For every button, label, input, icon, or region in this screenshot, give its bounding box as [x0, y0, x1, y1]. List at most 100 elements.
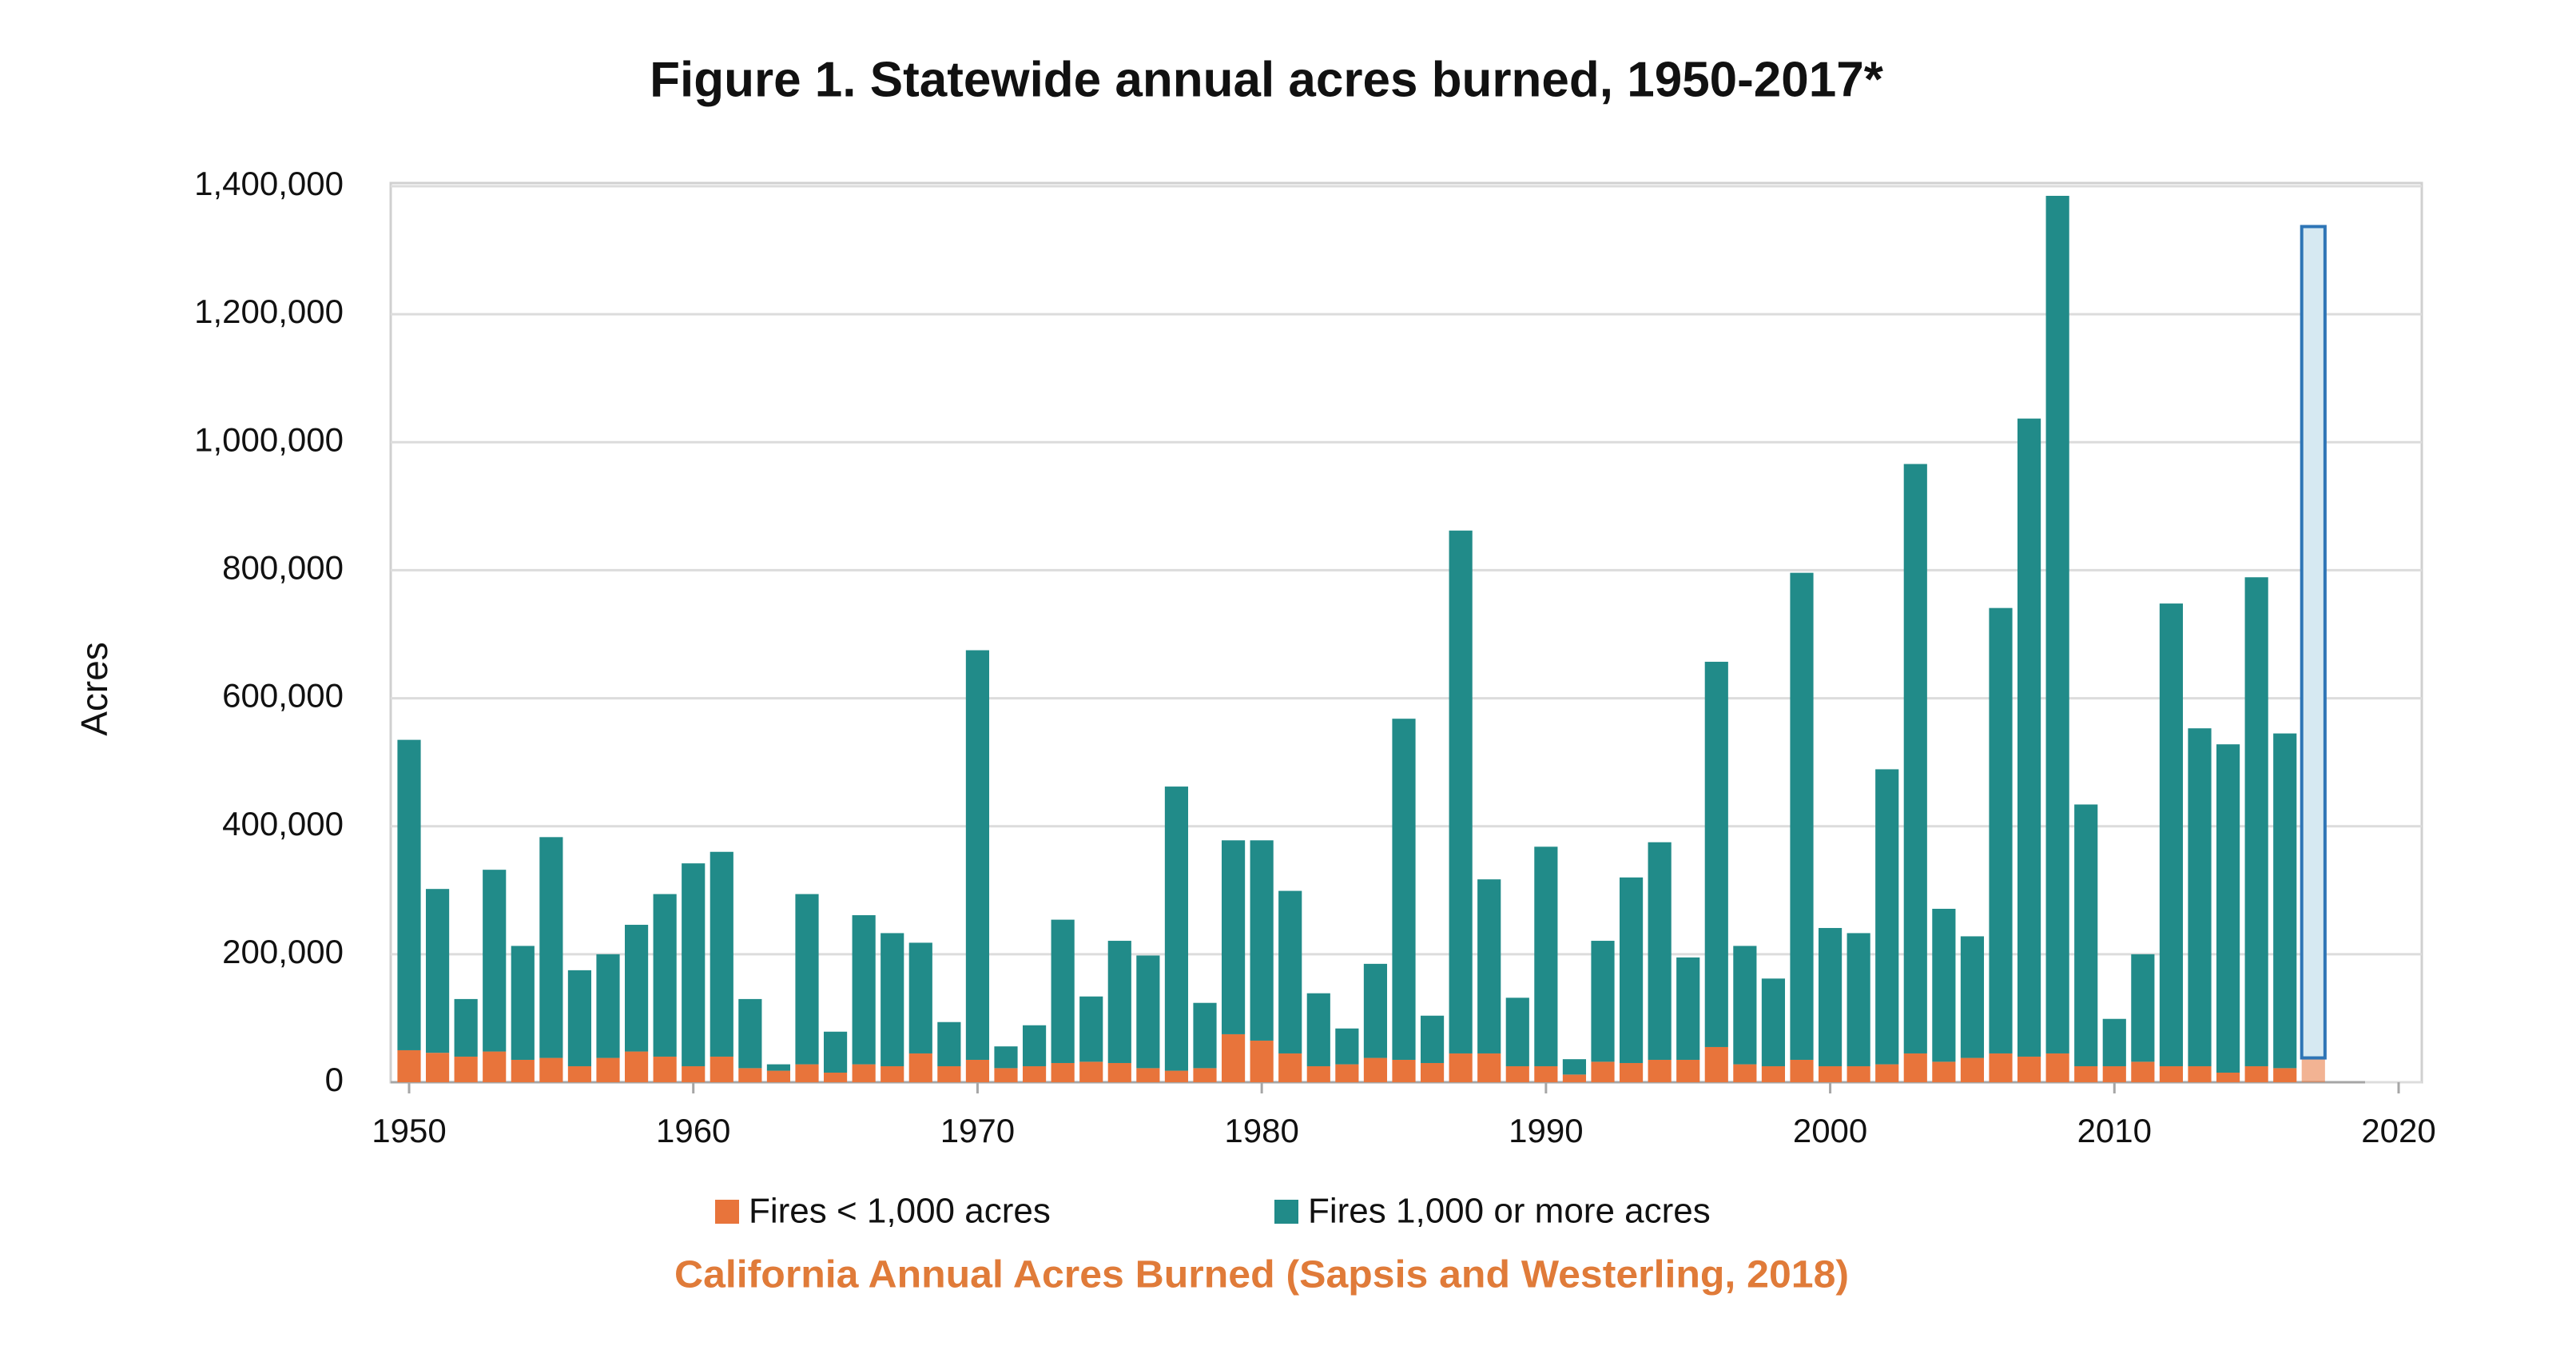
x-tick-label: 2010	[2077, 1112, 2152, 1149]
bar-segment	[1534, 1065, 1558, 1082]
bar-segment	[1193, 1002, 1217, 1069]
bar-segment	[1818, 928, 1843, 1066]
bar-segment	[1477, 879, 1501, 1053]
bar-segment	[710, 1056, 733, 1082]
bar-segment	[1505, 998, 1529, 1066]
bar-segment	[908, 942, 932, 1053]
bar-segment	[710, 851, 733, 1057]
bar-segment	[653, 894, 677, 1057]
bar-segment	[1960, 1057, 1985, 1082]
bar-segment	[1704, 661, 1728, 1047]
bar-segment	[1534, 846, 1558, 1066]
bar-segment	[1164, 1070, 1189, 1082]
bar-segment	[852, 915, 876, 1065]
bar-segment	[2159, 603, 2184, 1066]
bar-segment	[397, 739, 421, 1050]
bar-segment	[2074, 804, 2098, 1066]
bar-segment	[937, 1065, 961, 1082]
bar-segment	[1278, 890, 1302, 1053]
legend-label: Fires 1,000 or more acres	[1308, 1192, 1711, 1231]
bar-segment	[1989, 1053, 2013, 1082]
chart-title: Figure 1. Statewide annual acres burned,…	[650, 52, 1884, 107]
x-tick-label: 1970	[940, 1112, 1015, 1149]
bar-segment	[1648, 1059, 1672, 1082]
bar-segment	[596, 1057, 620, 1082]
x-tick-label: 1960	[656, 1112, 730, 1149]
bar-segment	[682, 1065, 706, 1082]
bar-segment	[1363, 963, 1388, 1058]
bar-segment	[766, 1070, 791, 1082]
bar-segment	[2045, 196, 2069, 1053]
bar-segment	[1960, 936, 1985, 1058]
x-tick-label: 2000	[1793, 1112, 1867, 1149]
bar-segment	[1790, 1059, 1814, 1082]
bar-segment	[795, 894, 819, 1065]
bar-segment	[454, 998, 478, 1057]
bar-segment	[1449, 1053, 1473, 1082]
bar-segment	[2017, 418, 2041, 1057]
bar-segment	[1875, 1064, 1899, 1082]
bar-segment	[1761, 1065, 1786, 1082]
bar-segment	[1932, 1061, 1956, 1082]
bar-segment	[2131, 1061, 2155, 1082]
bar-segment	[1392, 719, 1416, 1060]
bar-segment	[2244, 577, 2268, 1066]
bar-segment	[397, 1049, 421, 1082]
bar-segment	[2244, 1065, 2268, 1082]
bar-segment	[1363, 1057, 1388, 1082]
bar-segment	[2300, 225, 2327, 1060]
y-tick-label: 1,000,000	[194, 420, 344, 458]
bar-segment	[994, 1068, 1018, 1082]
bar-segment	[1107, 941, 1131, 1063]
bar-segment	[1250, 840, 1274, 1041]
bar-segment	[994, 1046, 1018, 1069]
bar-segment	[539, 1057, 563, 1082]
bar-segment	[1335, 1028, 1359, 1065]
bar-segment	[1591, 941, 1615, 1062]
bar-segment	[1136, 1068, 1160, 1082]
y-tick-label: 0	[325, 1061, 344, 1098]
bar-segment	[539, 837, 563, 1058]
bar-segment	[965, 1059, 990, 1082]
bar-segment	[1107, 1062, 1131, 1082]
bar-segment	[1704, 1046, 1728, 1082]
bar-segment	[2102, 1018, 2126, 1066]
bar-segment	[1903, 1053, 1927, 1082]
bar-segment	[1903, 464, 1927, 1053]
bar-segment	[1392, 1059, 1416, 1082]
y-tick-label: 800,000	[222, 549, 344, 587]
bar-segment	[1278, 1053, 1302, 1082]
bar-segment	[425, 1053, 450, 1082]
bar-segment	[1562, 1059, 1587, 1075]
x-tick-label: 1950	[372, 1112, 446, 1149]
bar-segment	[511, 946, 535, 1060]
bar-segment	[1847, 1065, 1870, 1082]
legend-swatch	[1274, 1200, 1298, 1224]
bar-segment	[483, 870, 507, 1052]
bar-segment	[937, 1021, 961, 1066]
bar-segment	[823, 1072, 848, 1082]
bar-segment	[2273, 733, 2297, 1069]
bar-segment	[1306, 993, 1330, 1066]
y-tick-label: 1,400,000	[194, 165, 344, 202]
bar-segment	[1562, 1074, 1587, 1082]
bar-segment	[1676, 957, 1700, 1060]
bar-segment	[1193, 1068, 1217, 1082]
x-tick-label: 1990	[1509, 1112, 1583, 1149]
legend-label: Fires < 1,000 acres	[749, 1192, 1051, 1231]
y-tick-label: 1,200,000	[194, 293, 344, 330]
bar-segment	[2074, 1065, 2098, 1082]
bar-segment	[1420, 1015, 1445, 1063]
bar-segment	[766, 1064, 791, 1071]
bar-segment	[425, 889, 450, 1053]
bar-segment	[881, 1065, 904, 1082]
bar-segment	[2188, 1065, 2212, 1082]
bar-segment	[1847, 933, 1870, 1066]
bar-segment	[1051, 1062, 1075, 1082]
y-tick-label: 200,000	[222, 933, 344, 970]
bar-segment	[567, 970, 592, 1066]
bar-segment	[823, 1031, 848, 1073]
bar-segment	[1250, 1040, 1274, 1082]
bar-segment	[1676, 1059, 1700, 1082]
